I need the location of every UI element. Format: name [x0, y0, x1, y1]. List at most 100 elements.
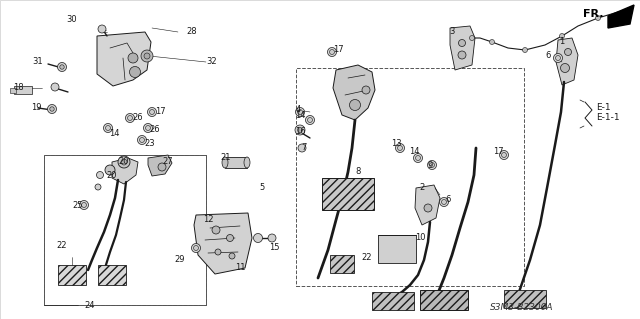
Circle shape — [295, 125, 305, 135]
Circle shape — [561, 63, 570, 72]
Ellipse shape — [244, 157, 250, 168]
Text: 26: 26 — [150, 125, 160, 135]
Text: 15: 15 — [269, 243, 279, 253]
Circle shape — [215, 249, 221, 255]
Text: 14: 14 — [295, 110, 305, 120]
Polygon shape — [556, 38, 578, 85]
Text: 7: 7 — [301, 144, 307, 152]
Circle shape — [227, 234, 234, 241]
Circle shape — [105, 165, 115, 175]
Polygon shape — [148, 155, 172, 176]
Circle shape — [125, 114, 134, 122]
Circle shape — [138, 136, 147, 145]
Text: 14: 14 — [109, 129, 119, 137]
Text: 3: 3 — [449, 27, 454, 36]
Text: E-1-1: E-1-1 — [596, 114, 620, 122]
Text: 24: 24 — [84, 300, 95, 309]
Circle shape — [415, 156, 420, 160]
Text: 32: 32 — [207, 57, 218, 66]
Circle shape — [127, 115, 132, 121]
Circle shape — [413, 153, 422, 162]
Circle shape — [305, 115, 314, 124]
Circle shape — [268, 234, 276, 242]
Text: 21: 21 — [221, 153, 231, 162]
Circle shape — [98, 25, 106, 33]
Bar — [58, 265, 86, 285]
Bar — [420, 290, 468, 310]
Circle shape — [429, 162, 435, 167]
Circle shape — [50, 107, 54, 111]
Circle shape — [51, 83, 59, 91]
Text: S3M3-B2300A: S3M3-B2300A — [490, 303, 554, 313]
Text: 17: 17 — [155, 108, 165, 116]
Circle shape — [253, 234, 262, 242]
Bar — [322, 178, 374, 210]
Circle shape — [121, 159, 127, 165]
Text: 1: 1 — [559, 38, 564, 47]
Bar — [296, 68, 524, 286]
Text: 19: 19 — [31, 103, 41, 113]
Text: 30: 30 — [67, 16, 77, 25]
Circle shape — [442, 199, 447, 204]
Circle shape — [502, 152, 506, 158]
Circle shape — [296, 108, 305, 116]
Circle shape — [229, 253, 235, 259]
Circle shape — [193, 246, 198, 250]
Text: 16: 16 — [294, 128, 305, 137]
Circle shape — [308, 117, 312, 122]
Circle shape — [397, 145, 403, 151]
Text: 12: 12 — [203, 216, 213, 225]
Circle shape — [298, 128, 303, 132]
Circle shape — [212, 226, 220, 234]
Circle shape — [298, 144, 306, 152]
Text: 31: 31 — [33, 57, 44, 66]
Circle shape — [362, 86, 370, 94]
Circle shape — [147, 108, 157, 116]
Text: 14: 14 — [409, 147, 419, 157]
Text: 9: 9 — [428, 160, 433, 169]
Circle shape — [458, 51, 466, 59]
Text: 8: 8 — [355, 167, 361, 176]
Polygon shape — [608, 5, 634, 28]
Bar — [44, 155, 206, 305]
Circle shape — [522, 48, 527, 53]
Circle shape — [330, 49, 335, 55]
Circle shape — [97, 172, 104, 179]
Circle shape — [60, 65, 64, 69]
Text: 25: 25 — [73, 201, 83, 210]
Circle shape — [118, 156, 130, 168]
Circle shape — [328, 48, 337, 56]
Circle shape — [47, 105, 56, 114]
Circle shape — [129, 66, 141, 78]
Text: 28: 28 — [187, 27, 197, 36]
Circle shape — [81, 203, 86, 207]
Text: 10: 10 — [415, 234, 425, 242]
Text: 26: 26 — [132, 114, 143, 122]
Circle shape — [396, 144, 404, 152]
Polygon shape — [333, 65, 375, 120]
Bar — [378, 235, 416, 263]
Text: 20: 20 — [119, 158, 129, 167]
Circle shape — [141, 50, 153, 62]
Bar — [225, 157, 247, 168]
Text: 17: 17 — [333, 46, 343, 55]
Text: 2: 2 — [419, 183, 424, 192]
Bar — [44, 155, 206, 305]
Bar — [504, 290, 546, 308]
Circle shape — [158, 163, 166, 171]
Text: 29: 29 — [175, 256, 185, 264]
Circle shape — [490, 40, 495, 44]
Text: 13: 13 — [390, 138, 401, 147]
Bar — [98, 265, 126, 285]
Bar — [372, 292, 414, 310]
Text: 5: 5 — [259, 183, 264, 192]
Circle shape — [298, 109, 303, 115]
Circle shape — [144, 53, 150, 59]
Circle shape — [95, 184, 101, 190]
Circle shape — [595, 16, 600, 20]
Circle shape — [458, 40, 465, 47]
Text: FR.: FR. — [584, 9, 604, 19]
Circle shape — [559, 33, 564, 39]
Circle shape — [104, 123, 113, 132]
Text: 6: 6 — [545, 50, 550, 60]
